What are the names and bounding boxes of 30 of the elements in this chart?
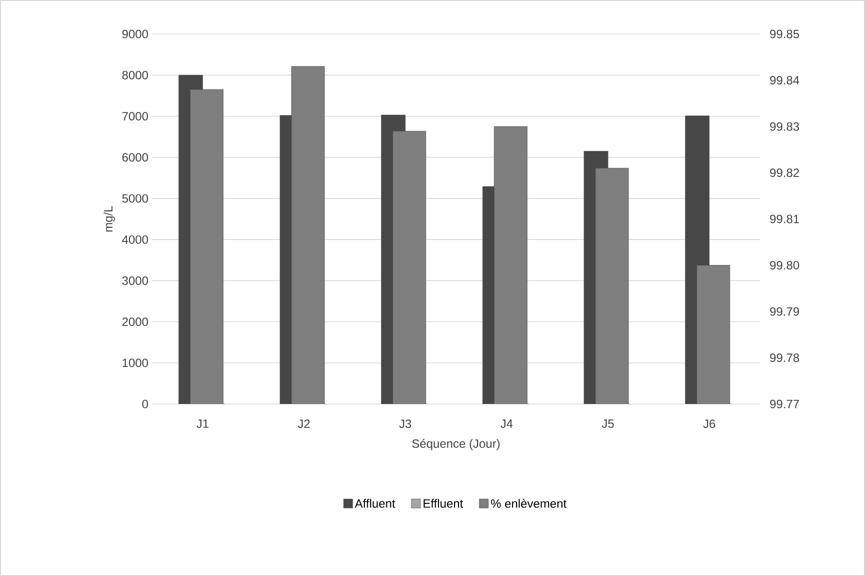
y2-tick-label: 99.83 (770, 122, 800, 131)
y-tick-label: 2000 (122, 318, 148, 326)
x-tick-label: J3 (399, 420, 412, 428)
x-axis-title: Séquence (Jour) (412, 438, 500, 450)
y-tick-label: 9000 (122, 30, 148, 38)
y2-tick-label: 99.80 (770, 261, 800, 270)
y-tick-label: 0 (142, 400, 148, 408)
legend-label: Effluent (424, 498, 464, 508)
x-tick-label: J4 (500, 420, 513, 428)
legend-label: Affluent (354, 498, 396, 508)
y2-tick-label: 99.85 (770, 30, 800, 38)
y2-tick-label: 99.82 (770, 168, 799, 177)
y-tick-label: 4000 (122, 235, 148, 244)
y2-tick-label: 99.81 (770, 214, 799, 224)
x-tick-label: J6 (703, 420, 716, 428)
legend-label: % enlèvement (490, 498, 566, 508)
y2-tick-label: 99.84 (770, 76, 800, 84)
y-axis-title: mg/L (104, 206, 115, 232)
y-tick-label: 6000 (122, 153, 148, 162)
y2-tick-label: 99.77 (770, 400, 799, 408)
y2-tick-label: 99.78 (770, 354, 800, 362)
y-tick-label: 8000 (122, 70, 148, 80)
x-tick-label: J1 (196, 420, 208, 428)
y-tick-label: 5000 (122, 194, 148, 203)
x-tick-label: J2 (298, 420, 310, 428)
y-tick-label: 7000 (122, 112, 148, 120)
y-tick-label: 3000 (122, 276, 148, 285)
y-tick-label: 1000 (122, 358, 148, 368)
x-tick-label: J5 (602, 420, 614, 428)
y2-tick-label: 99.79 (770, 307, 799, 316)
